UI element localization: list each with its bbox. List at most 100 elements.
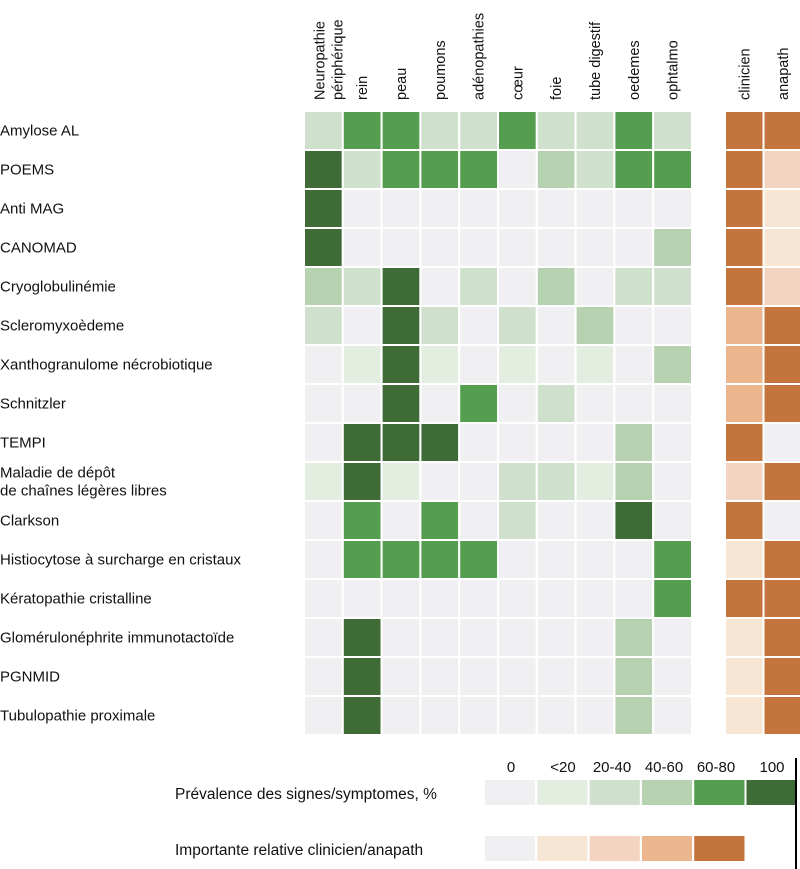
relative-cell — [762, 617, 800, 658]
legend-prevalence-label: Prévalence des signes/symptomes, % — [175, 786, 437, 803]
heatmap-cell — [574, 656, 616, 697]
heatmap-cell — [458, 305, 500, 346]
row-label: Maladie de dépôt de chaînes légères libre… — [0, 465, 167, 500]
legend-swatch — [587, 778, 642, 807]
heatmap-cell — [303, 227, 344, 268]
heatmap-cell — [380, 578, 422, 619]
row-label: Tubulopathie proximale — [0, 708, 155, 725]
heatmap-cell — [341, 656, 383, 697]
row-label: Schnitzler — [0, 396, 66, 413]
row-label: Xanthogranulome nécrobiotique — [0, 357, 213, 374]
relative-cell — [724, 110, 765, 151]
heatmap-cell — [341, 149, 383, 190]
heatmap-cell — [613, 305, 655, 346]
relative-cell — [762, 578, 800, 619]
relative-cell — [762, 656, 800, 697]
heatmap-cell — [380, 227, 422, 268]
heatmap-cell — [303, 617, 344, 658]
heatmap-cell — [652, 110, 694, 151]
heatmap-cell — [419, 110, 461, 151]
heatmap-cell — [303, 461, 344, 502]
row-labels: Amylose AL POEMS Anti MAG CANOMAD Cryoglobul… — [0, 123, 241, 725]
heatmap-cell — [574, 617, 616, 658]
heatmap-cell — [574, 149, 616, 190]
heatmap-cell — [574, 383, 616, 424]
heatmap-cell — [574, 305, 616, 346]
row-label: Clarkson — [0, 513, 59, 530]
heatmap-cell — [574, 110, 616, 151]
heatmap-cell — [535, 344, 577, 385]
relative-cell — [762, 149, 800, 190]
heatmap-cell — [303, 383, 344, 424]
heatmap-cell — [574, 695, 616, 736]
heatmap-cell — [535, 539, 577, 580]
heatmap-cell — [380, 656, 422, 697]
heatmap-cell — [535, 656, 577, 697]
legend-swatch — [692, 834, 747, 863]
legend-relative-label: Importante relative clinicien/anapath — [175, 842, 423, 859]
heatmap-cell — [613, 188, 655, 229]
legend-swatch — [692, 778, 747, 807]
heatmap-cell — [341, 383, 383, 424]
heatmap-cell — [535, 188, 577, 229]
heatmap-cell — [341, 578, 383, 619]
heatmap-cell — [303, 422, 344, 463]
relative-cell — [762, 344, 800, 385]
column-label: oedemes — [627, 40, 643, 100]
heatmap-cell — [419, 695, 461, 736]
heatmap-cell — [341, 617, 383, 658]
heatmap-cell — [652, 149, 694, 190]
heatmap-cell — [497, 578, 538, 619]
heatmap-cell — [458, 578, 500, 619]
row-label: Anti MAG — [0, 201, 64, 218]
heatmap-cell — [458, 344, 500, 385]
heatmap-cell — [419, 578, 461, 619]
column-label: cœur — [510, 66, 526, 100]
heatmap-cell — [652, 344, 694, 385]
legend-tick-label: 60-80 — [697, 759, 735, 776]
legend-swatch — [639, 778, 695, 807]
heatmap-cell — [419, 383, 461, 424]
heatmap-cell — [497, 617, 538, 658]
heatmap-cell — [341, 305, 383, 346]
relative-cell — [724, 656, 765, 697]
heatmap-cell — [613, 149, 655, 190]
relative-cell — [762, 227, 800, 268]
row-label: Kératopathie cristalline — [0, 591, 152, 608]
legend-swatch — [744, 778, 799, 807]
legend-swatch — [483, 834, 538, 863]
heatmap-cell — [613, 266, 655, 307]
heatmap-cell — [652, 305, 694, 346]
relative-cell — [724, 695, 765, 736]
heatmap-cell — [613, 110, 655, 151]
relative-cell — [724, 227, 765, 268]
column-labels: Neuropathie périphérique rein peau poumons ad… — [312, 13, 791, 100]
heatmap-cell — [380, 461, 422, 502]
heatmap-cell — [535, 500, 577, 541]
heatmap-cell — [380, 383, 422, 424]
relative-cell — [762, 188, 800, 229]
heatmap-cell — [303, 656, 344, 697]
heatmap-cell — [341, 422, 383, 463]
relative-cell — [724, 578, 765, 619]
heatmap-cell — [535, 617, 577, 658]
row-label: CANOMAD — [0, 240, 77, 257]
heatmap-cell — [497, 656, 538, 697]
heatmap-cell — [497, 305, 538, 346]
heatmap-cell — [497, 500, 538, 541]
heatmap-cell — [419, 656, 461, 697]
heatmap-cell — [535, 110, 577, 151]
row-label: Cryoglobulinémie — [0, 279, 116, 296]
heatmap-cell — [303, 578, 344, 619]
relative-cell — [724, 383, 765, 424]
heatmap-cell — [535, 227, 577, 268]
heatmap-cell — [419, 500, 461, 541]
heatmap-cell — [574, 539, 616, 580]
heatmap-cell — [380, 695, 422, 736]
heatmap-cell — [497, 227, 538, 268]
legend-swatch — [535, 778, 590, 807]
heatmap-cell — [458, 617, 500, 658]
legend-tick-label: 20-40 — [593, 759, 631, 776]
row-label: PGNMID — [0, 669, 60, 686]
row-label: POEMS — [0, 162, 54, 179]
